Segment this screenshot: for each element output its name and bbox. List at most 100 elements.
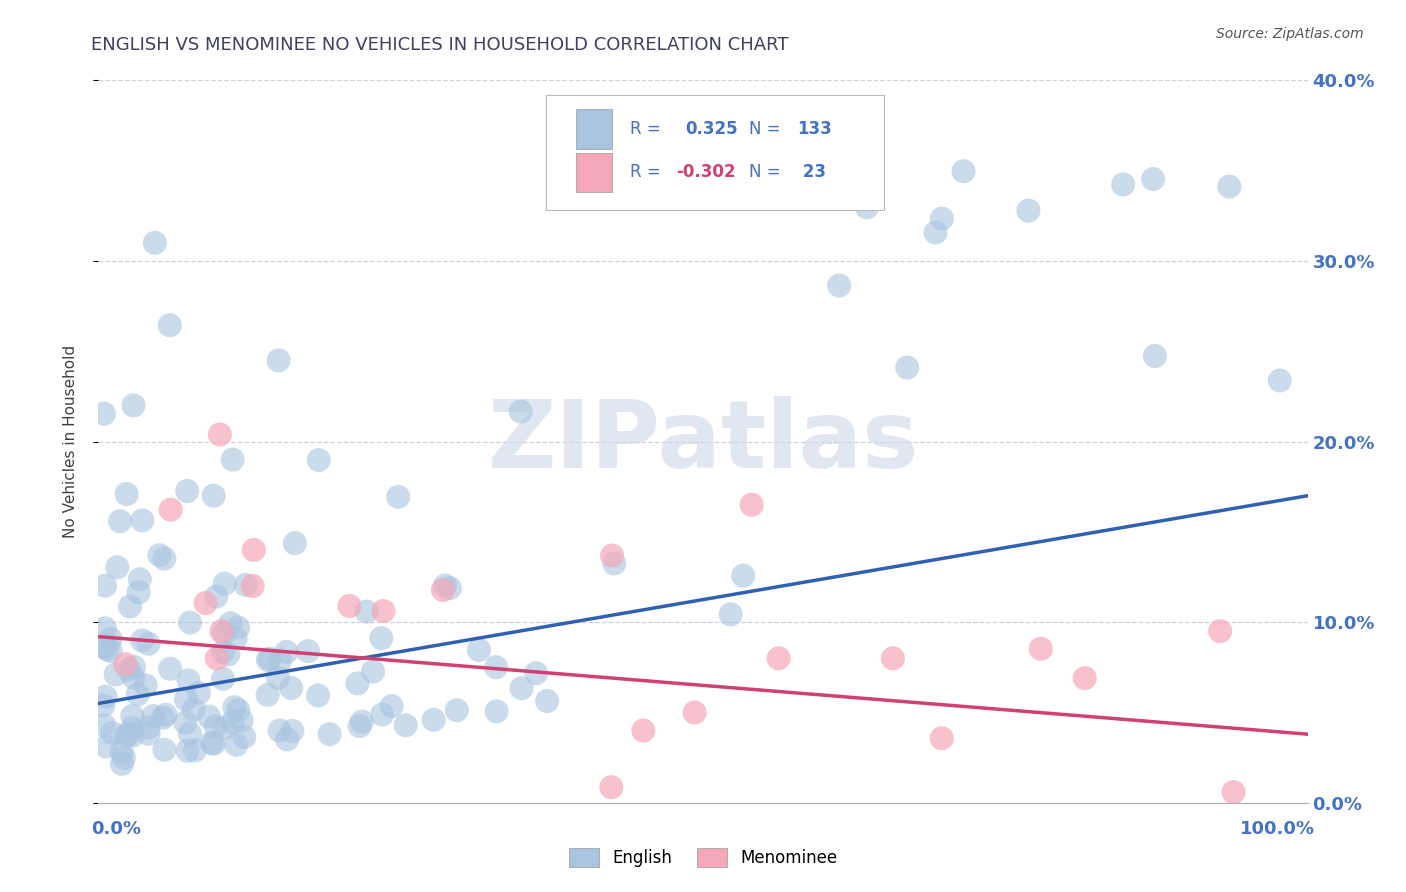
Point	[208, 427, 231, 442]
Point	[128, 572, 150, 586]
Point	[339, 599, 361, 613]
Text: 100.0%: 100.0%	[1240, 820, 1315, 838]
Point	[1029, 641, 1052, 656]
Point	[104, 667, 127, 681]
Point	[159, 318, 181, 333]
Point	[221, 452, 243, 467]
Point	[179, 615, 201, 630]
Point	[485, 705, 508, 719]
Point	[176, 483, 198, 498]
Point	[308, 453, 330, 467]
Point	[931, 731, 953, 746]
Point	[350, 714, 373, 729]
Point	[510, 681, 533, 695]
Point	[96, 642, 118, 657]
Point	[371, 707, 394, 722]
Point	[121, 721, 143, 735]
Point	[94, 579, 117, 593]
Point	[100, 632, 122, 646]
Point	[101, 726, 124, 740]
Point	[733, 568, 755, 582]
Point	[600, 549, 623, 563]
Point	[831, 167, 853, 181]
Point	[1017, 203, 1039, 218]
Point	[159, 662, 181, 676]
Point	[269, 723, 291, 738]
Point	[257, 653, 280, 667]
Point	[1218, 179, 1240, 194]
Point	[177, 673, 200, 688]
Point	[633, 723, 655, 738]
Point	[93, 718, 115, 732]
Point	[211, 624, 233, 639]
Point	[212, 721, 235, 735]
Point	[720, 607, 742, 622]
Point	[243, 542, 266, 557]
Point	[128, 585, 150, 599]
Text: N =: N =	[749, 120, 780, 138]
Point	[468, 643, 491, 657]
Point	[233, 730, 256, 744]
FancyBboxPatch shape	[546, 95, 884, 211]
Point	[197, 709, 219, 723]
Point	[297, 644, 319, 658]
Point	[131, 633, 153, 648]
Point	[256, 688, 278, 702]
Point	[205, 590, 228, 604]
Point	[1222, 785, 1244, 799]
Point	[117, 727, 139, 741]
Point	[94, 621, 117, 635]
Point	[202, 737, 225, 751]
Point	[176, 744, 198, 758]
Text: R =: R =	[630, 163, 661, 181]
Point	[138, 637, 160, 651]
Text: 0.0%: 0.0%	[91, 820, 142, 838]
Point	[269, 653, 291, 667]
Point	[217, 648, 239, 662]
Point	[485, 660, 508, 674]
Point	[202, 489, 225, 503]
Text: N =: N =	[749, 163, 780, 181]
Point	[94, 690, 117, 704]
Point	[122, 670, 145, 684]
Point	[100, 644, 122, 658]
Point	[276, 732, 298, 747]
Point	[93, 698, 115, 713]
Point	[828, 278, 851, 293]
Point	[1074, 671, 1097, 685]
Point	[148, 548, 170, 562]
Point	[152, 711, 174, 725]
FancyBboxPatch shape	[576, 153, 613, 193]
Point	[143, 235, 166, 250]
Text: R =: R =	[630, 120, 661, 138]
Point	[115, 487, 138, 501]
Point	[387, 490, 409, 504]
Point	[174, 692, 197, 706]
Point	[896, 360, 918, 375]
Legend: English, Menominee: English, Menominee	[562, 841, 844, 874]
Point	[284, 536, 307, 550]
Text: 23: 23	[797, 163, 827, 181]
Text: Source: ZipAtlas.com: Source: ZipAtlas.com	[1216, 27, 1364, 41]
Point	[856, 200, 879, 214]
Point	[111, 745, 134, 759]
Text: 0.325: 0.325	[685, 120, 738, 138]
Point	[105, 560, 128, 574]
Point	[183, 702, 205, 716]
Point	[138, 720, 160, 734]
Point	[155, 707, 177, 722]
Point	[122, 660, 145, 674]
Point	[280, 681, 302, 695]
Point	[115, 729, 138, 743]
Point	[524, 666, 547, 681]
Point	[439, 581, 461, 595]
Point	[281, 723, 304, 738]
Point	[153, 743, 176, 757]
Point	[159, 502, 181, 516]
Point	[179, 726, 201, 740]
Point	[127, 687, 149, 701]
Point	[346, 676, 368, 690]
Point	[446, 703, 468, 717]
Point	[212, 645, 235, 659]
Point	[422, 713, 444, 727]
